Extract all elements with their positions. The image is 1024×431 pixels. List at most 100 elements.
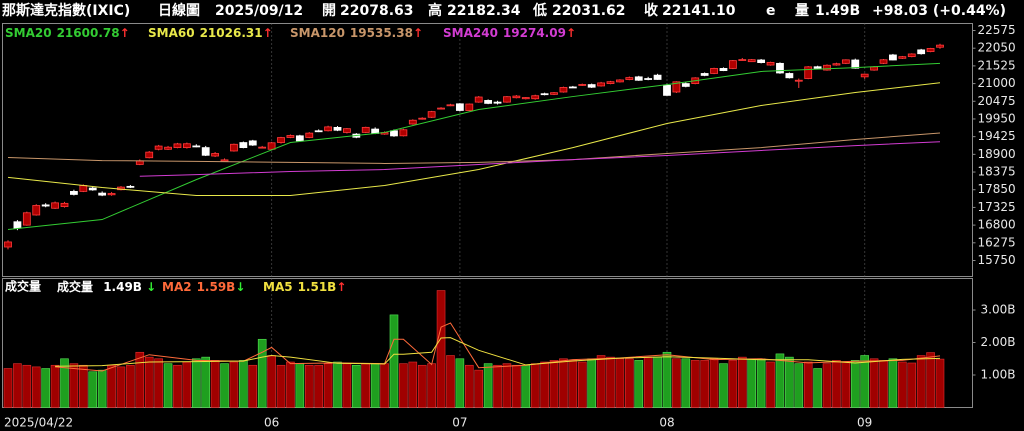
candle-body [277,137,285,143]
volume-legend: 成交量 1.49B ↓ [57,279,156,294]
candle-body [333,126,342,131]
volume-bar [286,361,295,408]
candle-body [70,191,78,195]
x-tick-label: 06 [264,416,279,430]
volume-label: 量 [795,3,809,19]
estimate-flag: e [766,3,776,19]
candle-body [907,53,916,58]
legend-name: SMA120 [290,26,345,40]
legend-value: 1.59B [197,280,236,294]
change: +98.03 (+0.44%) [872,3,1006,19]
legend-name: SMA20 [5,26,52,40]
volume-bar [690,360,700,408]
y-tick-label: 17850 [978,182,1016,196]
candle-body [295,135,304,142]
volume-bar [446,355,455,408]
volume-bar [107,364,116,408]
volume-bar [248,364,258,408]
volume-ma-line [55,337,941,367]
candle-body [427,111,436,118]
volume-bar [540,361,549,408]
field-value: 22141.10 [662,3,736,19]
candle-body [145,151,154,159]
candle-body [173,143,182,149]
volume-bar [898,361,907,408]
y-tick-label: 18375 [978,165,1016,179]
volume-bar [879,360,888,408]
volume-legend-arrow: ↓ [146,280,156,294]
y-tick-label: 21525 [978,58,1016,72]
volume-bar [427,363,436,408]
volume-bar [737,356,747,408]
volume-bar [728,360,738,408]
volume-bar [587,358,596,408]
volume-bar [794,363,804,408]
volume-bar [700,360,709,408]
volume-bar [69,363,79,408]
legend-arrow: ↑ [336,280,346,294]
candle-body [757,59,766,63]
volume-bar [342,363,352,408]
volume-bar [512,364,521,408]
volume-bar [116,366,126,408]
candle-body [879,59,888,64]
legend-name: MA2 [162,280,192,294]
period: 日線圖 [158,2,200,19]
legend-value: 19535.38 [350,26,413,40]
candle-body [474,96,483,103]
candle-body [437,107,445,110]
candle-body [653,74,662,80]
volume-legend-entry: MA5 1.51B↑ [263,280,346,294]
candle-body [126,185,135,188]
volume-bar [916,355,926,408]
volume-bar [474,369,484,408]
candle-body [823,64,831,71]
volume-bar [323,363,333,408]
y-tick-label: 1.00B [981,368,1016,382]
candle-body [60,202,69,207]
volume-bar [907,362,917,408]
candle-body [32,205,41,216]
volume-bar [163,363,173,408]
candle-body [860,73,869,78]
candle-body [559,87,568,93]
candle-body [79,185,88,192]
volume-bar [295,363,305,408]
volume-title: 成交量 [5,279,41,294]
legend-arrow: ↑ [413,26,423,40]
volume-bar [50,364,60,408]
volume-bar [97,369,107,408]
volume-bar [625,358,634,408]
legend-entry: SMA60 21026.31↑ [148,26,273,40]
candle-body [408,119,417,125]
candle-body [531,95,540,100]
volume-bar [333,361,342,408]
candle-body [390,130,398,137]
volume-bar [210,360,220,408]
candle-body [898,56,907,59]
candle-body [465,103,474,111]
candle-body [503,96,511,103]
volume-bar [803,361,813,408]
field-label: 開 [322,3,336,19]
price-panel [2,23,973,277]
volume-bar [719,363,728,408]
candle-body [361,126,370,133]
y-tick-label: 22575 [978,23,1016,37]
candle-body [719,68,728,72]
volume-bar [60,358,69,408]
field-label: 收 [644,2,659,19]
volume-bar [747,358,757,408]
candle-body [813,66,822,69]
legend-value: 21600.78 [57,26,120,40]
volume-bar [559,358,568,408]
y-tick-label: 15750 [978,253,1016,267]
volume-bar [220,363,229,408]
candle-body [644,78,653,80]
y-tick-label: 19425 [978,129,1016,143]
volume-bar [662,351,672,408]
ma-line [139,141,941,177]
y-tick-label: 18900 [978,147,1016,161]
candle-body [521,97,530,100]
